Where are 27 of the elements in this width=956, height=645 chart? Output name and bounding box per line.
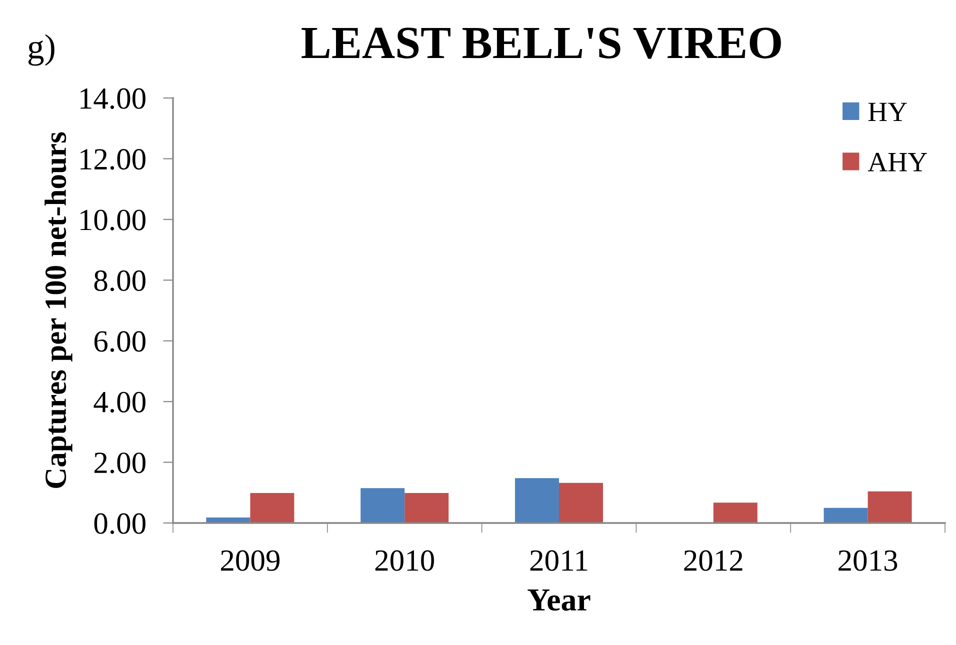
text: g) xyxy=(28,34,54,66)
y-tick-label: 14.00 xyxy=(80,88,146,110)
chart-title: LEAST BELL'S VIREO xyxy=(302,28,781,59)
x-tick-label: 2013 xyxy=(838,550,898,571)
y-tick-label: 12.00 xyxy=(80,148,146,170)
y-axis-title: Captures per 100 net-hours xyxy=(44,132,72,488)
y-tick-label: 2.00 xyxy=(94,452,146,474)
legend-label: HY xyxy=(868,102,907,122)
y-tick-label: 0.00 xyxy=(94,513,146,534)
y-tick-label: 10.00 xyxy=(80,210,146,230)
bar xyxy=(868,491,912,523)
x-tick-label: 2009 xyxy=(220,550,280,571)
bar xyxy=(514,478,559,523)
x-tick-label: 2011 xyxy=(530,550,588,571)
x-tick-label: 2012 xyxy=(684,550,742,571)
x-axis-title: Year xyxy=(528,589,590,611)
legend-label: AHY xyxy=(868,152,928,172)
bar xyxy=(360,488,405,523)
y-tick-label: 6.00 xyxy=(94,331,146,352)
bar xyxy=(404,492,449,523)
bar xyxy=(824,508,868,523)
bar xyxy=(250,492,294,523)
y-tick-label: 4.00 xyxy=(94,392,146,413)
y-tick-label: 8.00 xyxy=(94,270,146,292)
bar xyxy=(713,502,758,523)
bar xyxy=(559,482,604,523)
x-tick-label: 2010 xyxy=(375,550,434,571)
